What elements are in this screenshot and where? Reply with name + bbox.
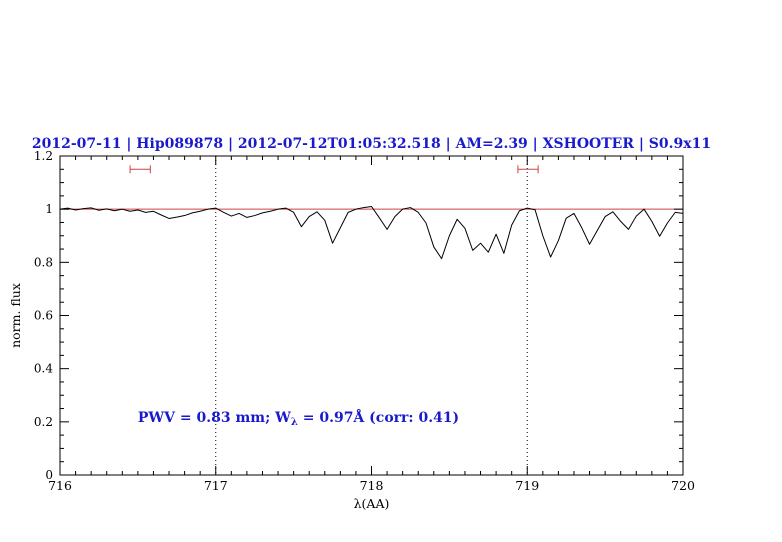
- chart-title: 2012-07-11 | Hip089878 | 2012-07-12T01:0…: [32, 136, 711, 152]
- y-tick-label: 0.6: [34, 309, 53, 323]
- y-tick-label: 1: [45, 202, 53, 216]
- x-tick-label: 717: [204, 478, 228, 493]
- x-axis-label: λ(AA): [354, 496, 390, 511]
- y-tick-label: 0: [45, 468, 53, 482]
- y-tick-label: 0.4: [34, 362, 53, 376]
- y-tick-label: 1.2: [34, 149, 53, 163]
- y-tick-label: 0.8: [34, 255, 53, 269]
- x-tick-label: 719: [515, 478, 539, 493]
- x-tick-label: 720: [671, 478, 695, 493]
- x-tick-label: 718: [360, 478, 384, 493]
- spectrum-line: [59, 206, 684, 260]
- pwv-annotation: PWV = 0.83 mm; Wλ = 0.97Å (corr: 0.41): [138, 408, 459, 428]
- x-tick-label: 716: [48, 478, 72, 493]
- y-tick-label: 0.2: [34, 415, 53, 429]
- y-axis-label: norm. flux: [8, 283, 23, 348]
